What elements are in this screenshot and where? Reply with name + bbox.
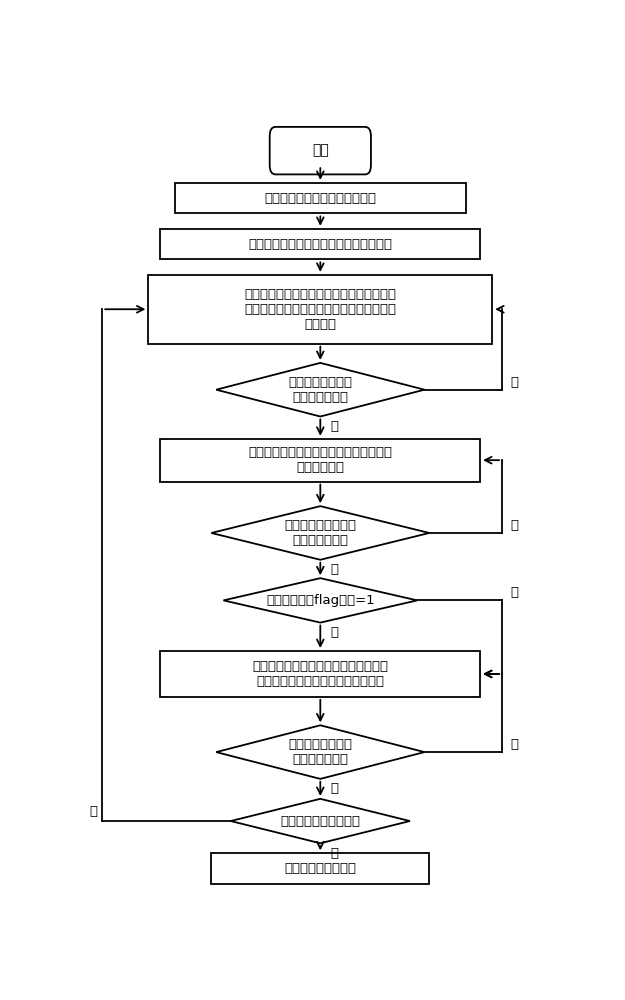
Text: 是: 是: [331, 782, 339, 795]
Text: 判断标志变量flag是否=1: 判断标志变量flag是否=1: [266, 594, 374, 607]
Text: 初始化星体量子位置和位置，并设定参数: 初始化星体量子位置和位置，并设定参数: [248, 238, 392, 251]
Text: 否: 否: [511, 586, 519, 599]
Text: 是: 是: [331, 420, 339, 433]
Text: 否: 否: [511, 376, 519, 389]
Bar: [148, 275, 492, 344]
Text: 进行混沌负向和正向移动，实现局部搜
索的寻优搜索过程，选出更优的星系: 进行混沌负向和正向移动，实现局部搜 索的寻优搜索过程，选出更优的星系: [253, 660, 388, 688]
Text: 是: 是: [331, 847, 339, 860]
Text: 是否到螺旋混沌移动
的最大循环次数: 是否到螺旋混沌移动 的最大循环次数: [284, 519, 356, 547]
Text: 进行螺旋混沌移动，更新星体的位置，选
出更优的星系: 进行螺旋混沌移动，更新星体的位置，选 出更优的星系: [248, 446, 392, 474]
Text: 输出最优星体的位置: 输出最优星体的位置: [284, 862, 356, 875]
Text: 是否达到最大迭代次数: 是否达到最大迭代次数: [280, 815, 360, 828]
Bar: [161, 651, 480, 697]
Text: 开始: 开始: [312, 144, 329, 158]
Polygon shape: [216, 725, 424, 779]
Polygon shape: [231, 799, 410, 843]
Text: 是: 是: [331, 626, 339, 639]
Text: 否: 否: [511, 738, 519, 751]
Bar: [161, 229, 480, 259]
Bar: [161, 439, 480, 482]
Text: 是否达到局部搜索
的最大循环次数: 是否达到局部搜索 的最大循环次数: [288, 738, 352, 766]
FancyBboxPatch shape: [270, 127, 371, 174]
Polygon shape: [224, 578, 418, 623]
Text: 是: 是: [331, 563, 339, 576]
Text: 建立双层异构网络功率分配模型: 建立双层异构网络功率分配模型: [264, 192, 376, 205]
Text: 根据混沌扰动更新量子旋转角，使用量子旋
转门实现局部搜索的寻优搜索过程，选出更
优的星系: 根据混沌扰动更新量子旋转角，使用量子旋 转门实现局部搜索的寻优搜索过程，选出更 …: [244, 288, 396, 331]
Polygon shape: [216, 363, 424, 417]
Bar: [175, 183, 466, 213]
Text: 是否达到局部搜索
的最大循环次数: 是否达到局部搜索 的最大循环次数: [288, 376, 352, 404]
Text: 否: 否: [89, 805, 98, 818]
Text: 否: 否: [511, 519, 519, 532]
Bar: [211, 853, 429, 884]
Polygon shape: [211, 506, 429, 560]
